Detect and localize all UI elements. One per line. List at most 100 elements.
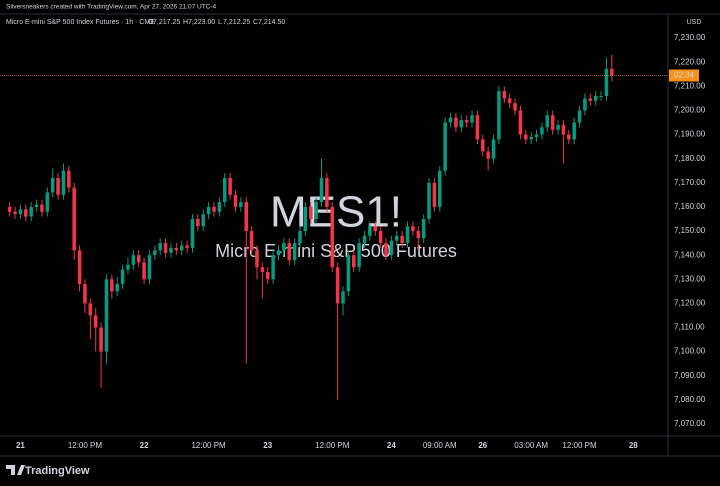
candle bbox=[346, 250, 351, 297]
y-tick-label: 7,220.00 bbox=[674, 57, 706, 66]
y-tick-label: 7,090.00 bbox=[674, 371, 706, 380]
candle bbox=[545, 110, 550, 133]
candle-body bbox=[77, 250, 82, 285]
candle bbox=[357, 238, 361, 273]
x-tick-label: 26 bbox=[478, 441, 487, 450]
candle bbox=[550, 110, 555, 135]
candle bbox=[212, 202, 216, 217]
y-tick-label: 7,170.00 bbox=[674, 178, 706, 187]
candle-body bbox=[282, 243, 286, 251]
ohlc-value: 7,223.00 bbox=[188, 19, 215, 26]
candle bbox=[292, 238, 297, 265]
candle-body bbox=[524, 134, 528, 140]
candle-body bbox=[437, 170, 442, 207]
candle bbox=[13, 206, 17, 219]
footer-logo: TradingView bbox=[6, 465, 90, 477]
candle-body bbox=[610, 68, 614, 76]
candle bbox=[427, 177, 431, 224]
candle bbox=[314, 197, 318, 224]
candle bbox=[432, 177, 437, 212]
candle-body bbox=[174, 247, 179, 251]
candle bbox=[470, 110, 474, 128]
candle-body bbox=[341, 291, 345, 304]
candle bbox=[540, 122, 544, 140]
candle bbox=[196, 214, 200, 232]
candle-body bbox=[88, 303, 93, 316]
candle bbox=[115, 276, 119, 297]
candle bbox=[502, 86, 507, 104]
candle-body bbox=[190, 218, 195, 248]
candle-body bbox=[169, 247, 173, 253]
candle-body bbox=[443, 122, 447, 171]
candle bbox=[228, 173, 232, 200]
candle-body bbox=[24, 209, 28, 217]
candle bbox=[147, 250, 152, 285]
candle bbox=[110, 274, 114, 299]
candle bbox=[341, 286, 345, 316]
candle bbox=[497, 86, 501, 145]
y-tick-label: 7,150.00 bbox=[674, 226, 706, 235]
candle-body bbox=[67, 170, 71, 188]
candle-body bbox=[459, 120, 464, 128]
candle-body bbox=[18, 209, 23, 215]
candle-body bbox=[534, 134, 539, 137]
candle-body bbox=[201, 214, 206, 227]
candle-body bbox=[303, 206, 308, 232]
candle-body bbox=[136, 255, 141, 263]
candle bbox=[577, 105, 582, 128]
symbol-title: Micro E-mini S&P 500 Index Futures · 1h … bbox=[6, 19, 155, 26]
candle bbox=[126, 257, 130, 275]
candle-body bbox=[249, 231, 254, 251]
candle bbox=[384, 238, 388, 260]
watermark-description: Micro E-mini S&P 500 Futures bbox=[215, 241, 457, 261]
candle bbox=[260, 262, 265, 299]
candle-body bbox=[351, 255, 356, 268]
candle-body bbox=[115, 284, 119, 292]
candle bbox=[373, 221, 378, 236]
y-tick-label: 7,140.00 bbox=[674, 250, 706, 259]
candle-body bbox=[481, 139, 485, 152]
ohlc-key: L bbox=[218, 19, 222, 26]
candle bbox=[142, 257, 146, 285]
candle-body bbox=[308, 206, 313, 219]
candle bbox=[572, 117, 576, 145]
candle bbox=[201, 209, 206, 232]
candle-body bbox=[475, 115, 480, 140]
candle bbox=[486, 146, 490, 171]
candle-body bbox=[518, 110, 523, 135]
candle bbox=[185, 240, 189, 253]
candle-body bbox=[265, 272, 270, 280]
candle bbox=[443, 117, 447, 176]
candle-body bbox=[572, 122, 576, 140]
candle bbox=[93, 308, 98, 352]
candle-body bbox=[599, 95, 603, 97]
candle bbox=[529, 132, 533, 145]
x-tick-label: 09:00 AM bbox=[423, 441, 457, 450]
candle-body bbox=[163, 243, 168, 253]
candle bbox=[50, 168, 55, 198]
x-tick-label: 12:00 PM bbox=[562, 441, 597, 450]
candle bbox=[513, 98, 517, 116]
candle-body bbox=[335, 267, 340, 304]
candle-body bbox=[394, 235, 399, 241]
candle-body bbox=[56, 177, 60, 195]
candle bbox=[29, 202, 33, 222]
candle-body bbox=[319, 177, 324, 203]
candle-body bbox=[577, 110, 582, 123]
candle bbox=[464, 115, 469, 128]
candle bbox=[524, 129, 528, 145]
candle-body bbox=[179, 245, 184, 251]
candle bbox=[206, 202, 211, 219]
ohlc-value: 7,217.25 bbox=[153, 19, 180, 26]
ohlc-value: 7,214.50 bbox=[258, 19, 285, 26]
y-tick-label: 7,200.00 bbox=[674, 106, 706, 115]
candle bbox=[303, 202, 308, 236]
candle bbox=[405, 221, 410, 248]
candle bbox=[239, 197, 243, 212]
candle bbox=[56, 173, 60, 200]
y-tick-label: 7,080.00 bbox=[674, 395, 706, 404]
y-tick-label: 7,100.00 bbox=[674, 347, 706, 356]
candle-body bbox=[61, 170, 66, 195]
candle bbox=[389, 235, 394, 260]
